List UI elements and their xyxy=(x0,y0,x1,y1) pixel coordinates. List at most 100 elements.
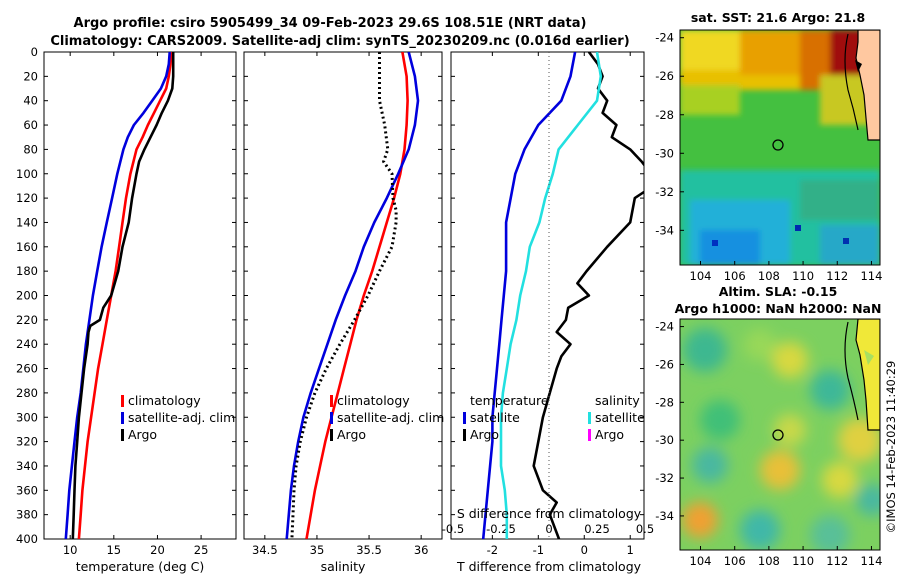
legend-satellite: satellite-adj. clim xyxy=(337,410,444,425)
lon-tick-label: 104 xyxy=(690,554,712,568)
depth-tick-label: 360 xyxy=(16,483,38,497)
x-tick-label: 15 xyxy=(106,543,121,557)
legend-argo: Argo xyxy=(128,427,157,442)
legend-swatch-argo xyxy=(121,429,124,441)
lat-tick-label: -34 xyxy=(655,223,674,237)
lon-tick-label: 112 xyxy=(826,554,848,568)
lat-tick-label: -34 xyxy=(655,509,674,523)
lon-tick-label: 108 xyxy=(758,554,780,568)
legend-salinity: salinity xyxy=(595,393,640,408)
s-tick-label: -0.25 xyxy=(486,522,516,536)
depth-tick-label: 20 xyxy=(23,69,38,83)
x-tick-label: 1 xyxy=(627,543,634,557)
depth-tick-label: 120 xyxy=(16,191,38,205)
sla-map-title-line2: Argo h1000: NaN h2000: NaN xyxy=(675,301,882,316)
argo-location-marker xyxy=(772,139,784,151)
depth-tick-label: 380 xyxy=(16,508,38,522)
depth-tick-label: 180 xyxy=(16,264,38,278)
lat-tick-label: -24 xyxy=(655,320,674,334)
lon-tick-label: 112 xyxy=(826,269,848,283)
s-tick-label: 0.5 xyxy=(636,522,654,536)
salinity-x-ticks: 34.5 35 35.5 36 xyxy=(244,51,442,557)
figure-title-line1: Argo profile: csiro 5905499_34 09-Feb-20… xyxy=(74,16,587,31)
series-temperature-satellite xyxy=(481,52,577,539)
depth-tick-label: 320 xyxy=(16,435,38,449)
s-tick-label: -0.5 xyxy=(442,522,464,536)
depth-tick-label: 60 xyxy=(23,118,38,132)
series-satellite-adj-clim xyxy=(64,52,171,539)
lat-tick-label: -28 xyxy=(655,108,674,122)
depth-tick-label: 240 xyxy=(16,337,38,351)
depth-tick-label: 140 xyxy=(16,215,38,229)
legend-swatch-salinity-satellite xyxy=(588,412,591,424)
difference-series xyxy=(481,52,644,539)
x-tick-label: -2 xyxy=(487,543,498,557)
depth-tick-label: 200 xyxy=(16,289,38,303)
depth-tick-label: 300 xyxy=(16,410,38,424)
legend-argo: Argo xyxy=(470,427,499,442)
legend-argo: Argo xyxy=(337,427,366,442)
salinity-panel xyxy=(243,51,443,540)
depth-tick-label: 400 xyxy=(16,532,38,546)
lon-tick-label: 104 xyxy=(690,269,712,283)
depth-tick-label: 40 xyxy=(23,94,38,108)
x-tick-label: 36 xyxy=(414,543,429,557)
depth-tick-label: 100 xyxy=(16,167,38,181)
x-tick-label: 0 xyxy=(581,543,588,557)
legend-swatch-argo xyxy=(463,429,466,441)
sla-map-title-line1: Altim. SLA: -0.15 xyxy=(719,284,838,299)
legend-swatch-satellite xyxy=(121,412,124,424)
lat-tick-label: -24 xyxy=(655,31,674,45)
lon-tick-label: 106 xyxy=(724,269,746,283)
series-temperature-argo xyxy=(532,52,644,539)
argo-location-marker xyxy=(772,429,784,441)
temperature-x-ticks: 10 15 20 25 xyxy=(44,51,236,557)
difference-x-ticks: -2 -1 0 1 xyxy=(451,51,644,557)
series-argo xyxy=(290,52,398,539)
sst-heatmap xyxy=(680,30,880,265)
watermark: ©IMOS 14-Feb-2023 11:40:29 xyxy=(884,361,898,534)
difference-panel xyxy=(450,51,645,540)
legend-swatch-climatology xyxy=(330,395,333,407)
lat-tick-label: -32 xyxy=(655,185,674,199)
lon-tick-label: 108 xyxy=(758,269,780,283)
temperature-legend: climatology satellite-adj. clim Argo xyxy=(121,393,235,442)
lat-tick-label: -30 xyxy=(655,146,674,160)
depth-tick-label: 80 xyxy=(23,142,38,156)
lon-tick-label: 114 xyxy=(860,269,882,283)
legend-salinity-satellite: satellite xyxy=(595,410,645,425)
series-argo xyxy=(71,52,175,539)
legend-satellite: satellite-adj. clim xyxy=(128,410,235,425)
legend-swatch-salinity-argo xyxy=(588,429,591,441)
salinity-legend: climatology satellite-adj. clim Argo xyxy=(330,393,444,442)
s-tick-label: 0.25 xyxy=(584,522,610,536)
legend-swatch-argo xyxy=(330,429,333,441)
legend-climatology: climatology xyxy=(337,393,410,408)
series-salinity-satellite xyxy=(499,52,603,539)
lon-tick-label: 106 xyxy=(724,554,746,568)
series-climatology xyxy=(77,52,173,539)
legend-swatch-satellite xyxy=(330,412,333,424)
sla-map-frame xyxy=(679,318,881,551)
series-climatology xyxy=(305,52,409,539)
depth-tick-label: 260 xyxy=(16,362,38,376)
depth-tick-label: 160 xyxy=(16,240,38,254)
x-tick-label: 35 xyxy=(310,543,325,557)
lat-tick-label: -26 xyxy=(655,357,674,371)
depth-tick-label: 280 xyxy=(16,386,38,400)
depth-tick-label: 0 xyxy=(31,45,38,59)
s-difference-ticks: -0.5-0.2500.250.5 xyxy=(442,522,654,536)
lat-tick-label: -30 xyxy=(655,433,674,447)
sla-heatmap xyxy=(680,319,880,550)
legend-swatch-climatology xyxy=(121,395,124,407)
lon-tick-label: 110 xyxy=(792,269,814,283)
sst-map-title: sat. SST: 21.6 Argo: 21.8 xyxy=(691,10,865,25)
salinity-xlabel: salinity xyxy=(321,559,366,574)
salinity-series xyxy=(285,52,420,539)
legend-temperature: temperature xyxy=(470,393,549,408)
depth-tick-label: 220 xyxy=(16,313,38,327)
temperature-series xyxy=(64,52,175,539)
x-tick-label: -1 xyxy=(533,543,544,557)
s-difference-label: S difference from climatology xyxy=(457,506,642,521)
